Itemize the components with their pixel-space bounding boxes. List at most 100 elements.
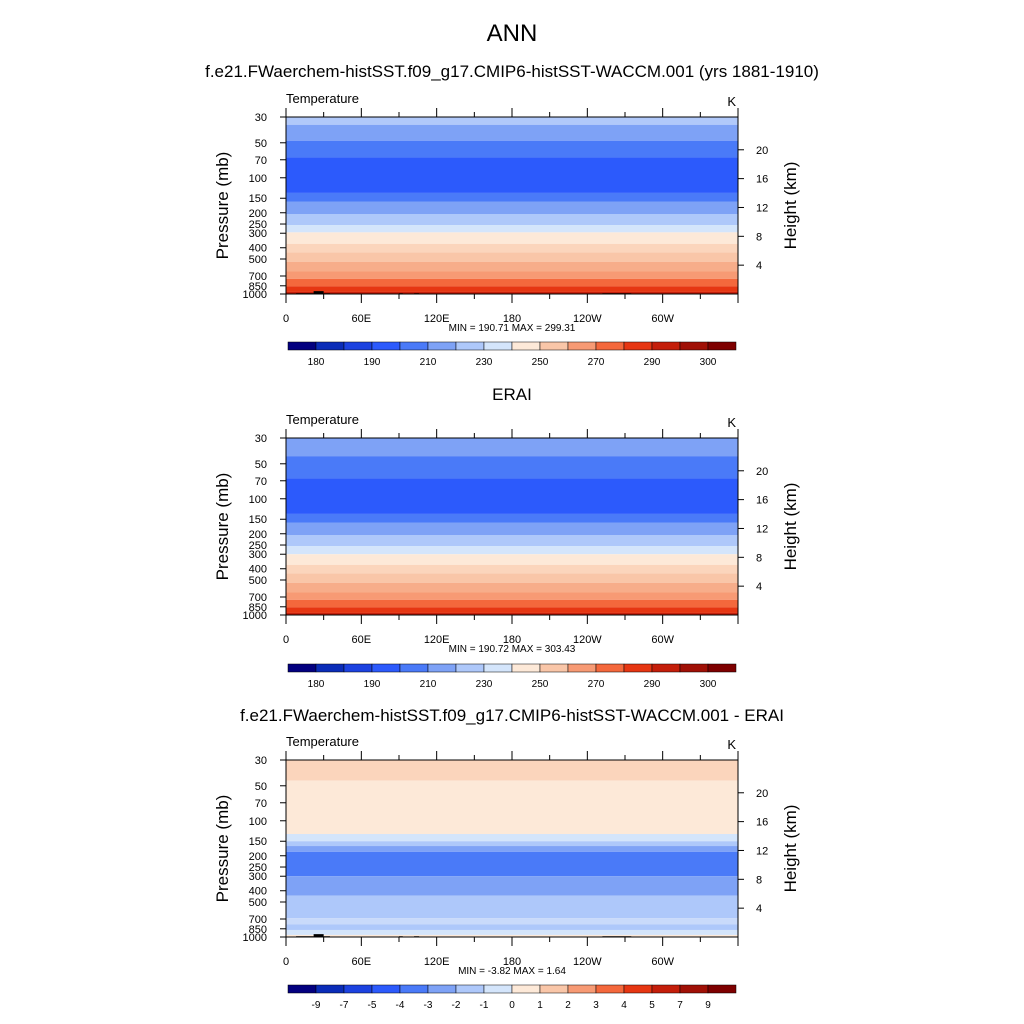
colorbar-label: 250: [532, 357, 549, 368]
colorbar-cell: [399, 341, 429, 351]
x-tick-label: 120W: [573, 634, 602, 646]
y2-tick-label: 4: [756, 903, 762, 915]
colorbar-cell: [287, 341, 317, 351]
colorbar-cell: [595, 341, 625, 351]
field-band: [286, 564, 738, 574]
colorbar-cell: [651, 663, 681, 673]
y-tick-label: 500: [249, 575, 267, 587]
y-tick-label: 250: [249, 219, 267, 231]
y-tick-label: 1000: [243, 932, 267, 944]
colorbar-cell: [623, 984, 653, 994]
units-label: K: [727, 94, 736, 109]
field-band: [286, 851, 738, 877]
panel-2: [280, 429, 744, 673]
y2-axis-label: Height (km): [781, 805, 800, 893]
colorbar-cell: [539, 341, 569, 351]
field-band: [286, 841, 738, 847]
field-band: [286, 286, 738, 292]
colorbar-cell: [455, 984, 485, 994]
field-band: [286, 876, 738, 896]
field-band: [286, 918, 738, 925]
y-tick-label: 50: [255, 459, 267, 471]
colorbar-label: -5: [368, 1000, 377, 1011]
field-band: [286, 934, 738, 937]
field-band: [286, 592, 738, 600]
y2-tick-label: 8: [756, 231, 762, 243]
colorbar-cell: [651, 341, 681, 351]
colorbar-label: 180: [308, 679, 325, 690]
y-tick-label: 50: [255, 781, 267, 793]
x-tick-label: 120E: [424, 956, 450, 968]
colorbar-label: 290: [644, 357, 661, 368]
min-max-label: MIN = -3.82 MAX = 1.64: [458, 966, 566, 977]
colorbar-cell: [623, 341, 653, 351]
colorbar-cell: [483, 341, 513, 351]
colorbar-label: 2: [565, 1000, 571, 1011]
y-tick-label: 70: [255, 155, 267, 167]
x-tick-label: 0: [283, 634, 289, 646]
field-band: [286, 438, 738, 457]
variable-label: Temperature: [286, 734, 359, 749]
min-max-label: MIN = 190.72 MAX = 303.43: [449, 644, 576, 655]
colorbar-cell: [679, 663, 709, 673]
x-tick-label: 60E: [352, 634, 372, 646]
field-band: [286, 478, 738, 514]
x-tick-label: 180: [503, 956, 521, 968]
y-tick-label: 100: [249, 494, 267, 506]
x-tick-label: 60W: [651, 313, 674, 325]
y2-tick-label: 4: [756, 581, 762, 593]
y-tick-label: 500: [249, 897, 267, 909]
colorbar-cell: [539, 663, 569, 673]
field-band: [286, 214, 738, 226]
field-band: [286, 895, 738, 919]
field-band: [286, 929, 738, 935]
colorbar-label: 1: [537, 1000, 543, 1011]
colorbar-cell: [315, 663, 345, 673]
colorbar-label: 0: [509, 1000, 515, 1011]
field-band: [286, 546, 738, 555]
colorbar-label: -2: [452, 1000, 461, 1011]
y-tick-label: 250: [249, 540, 267, 552]
colorbar-label: 190: [364, 357, 381, 368]
field-band: [286, 846, 738, 852]
colorbar-cell: [651, 984, 681, 994]
colorbar-cell: [567, 984, 597, 994]
colorbar-cell: [483, 663, 513, 673]
y2-axis-label: Height (km): [781, 162, 800, 250]
colorbar-cell: [595, 663, 625, 673]
x-tick-label: 0: [283, 956, 289, 968]
units-label: K: [727, 737, 736, 752]
colorbar-label: -7: [340, 1000, 349, 1011]
field-band: [286, 780, 738, 835]
units-label: K: [727, 415, 736, 430]
field-band: [286, 232, 738, 244]
colorbar-label: 5: [649, 1000, 655, 1011]
y-tick-label: 700: [249, 592, 267, 604]
x-tick-label: 120E: [424, 634, 450, 646]
y-tick-label: 30: [255, 755, 267, 767]
colorbar-cell: [287, 663, 317, 673]
y-axis-label: Pressure (mb): [213, 473, 232, 581]
colorbar-cell: [483, 984, 513, 994]
y-tick-label: 150: [249, 514, 267, 526]
colorbar-label: 270: [588, 357, 605, 368]
field-band: [286, 117, 738, 125]
y2-tick-label: 12: [756, 523, 768, 535]
colorbar-label: 230: [476, 679, 493, 690]
colorbar-cell: [315, 984, 345, 994]
field-band: [286, 192, 738, 202]
colorbar-cell: [539, 984, 569, 994]
colorbar-label: -9: [312, 1000, 321, 1011]
field-band: [286, 535, 738, 547]
colorbar-cell: [427, 984, 457, 994]
colorbar-label: -4: [396, 1000, 405, 1011]
colorbar-cell: [679, 341, 709, 351]
field-band: [286, 201, 738, 215]
x-tick-label: 60W: [651, 956, 674, 968]
y-tick-label: 400: [249, 886, 267, 898]
colorbar-label: 270: [588, 679, 605, 690]
colorbar-label: -3: [424, 1000, 433, 1011]
field-band: [286, 924, 738, 930]
field-band: [286, 522, 738, 536]
